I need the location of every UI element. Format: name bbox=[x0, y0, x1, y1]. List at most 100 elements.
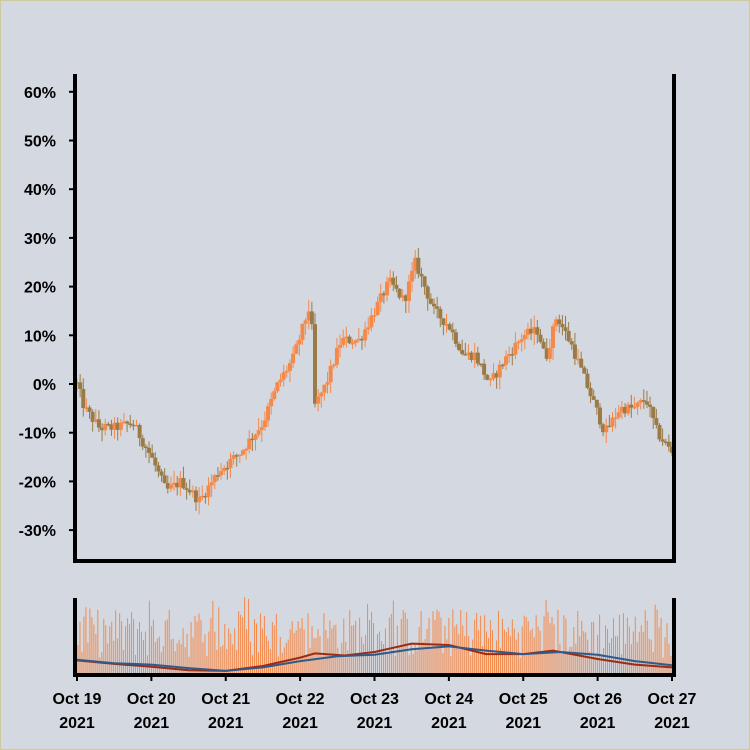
candle-body bbox=[482, 363, 487, 375]
candle-body bbox=[613, 417, 618, 419]
candle-body bbox=[356, 338, 361, 341]
x-tick-label: Oct 23 bbox=[350, 691, 399, 708]
candle-body bbox=[381, 293, 386, 296]
x-tick-year: 2021 bbox=[282, 715, 318, 732]
candle-body bbox=[203, 495, 208, 498]
candle-body bbox=[200, 495, 205, 498]
candle-body bbox=[143, 446, 148, 449]
x-tick-year: 2021 bbox=[654, 715, 690, 732]
candle-body bbox=[93, 419, 98, 422]
candle-body bbox=[397, 288, 402, 298]
candle-body bbox=[638, 400, 643, 403]
y-tick-label: -30% bbox=[19, 523, 56, 540]
candle-body bbox=[623, 406, 628, 414]
candle-body bbox=[266, 406, 271, 421]
x-tick-label: Oct 26 bbox=[573, 691, 622, 708]
candle-body bbox=[291, 353, 296, 364]
candle-body bbox=[507, 354, 512, 357]
candle-body bbox=[651, 406, 656, 419]
candle-body bbox=[115, 422, 120, 430]
x-tick-year: 2021 bbox=[580, 715, 616, 732]
candle-body bbox=[378, 293, 383, 302]
candle-body bbox=[529, 328, 534, 334]
volume-bars-layer bbox=[77, 597, 672, 673]
y-tick-label: 50% bbox=[24, 134, 56, 151]
candle-body bbox=[234, 455, 239, 457]
candle-body bbox=[140, 438, 145, 447]
candle-body bbox=[478, 363, 483, 366]
candle-body bbox=[194, 490, 198, 503]
y-tick-label: 20% bbox=[24, 280, 56, 297]
candle-body bbox=[447, 324, 452, 330]
candle-body bbox=[572, 344, 577, 359]
candle-body bbox=[168, 484, 173, 489]
candle-body bbox=[400, 295, 405, 298]
candle-body bbox=[466, 352, 471, 355]
candle-body bbox=[472, 352, 477, 360]
candle-body bbox=[432, 303, 436, 307]
y-tick-label: 10% bbox=[24, 328, 56, 345]
y-tick-label: 60% bbox=[24, 85, 56, 102]
candle-body bbox=[394, 284, 399, 289]
candle-body bbox=[294, 344, 299, 354]
candle-body bbox=[341, 338, 346, 345]
candle-body bbox=[475, 352, 480, 364]
y-tick-label: -20% bbox=[19, 474, 56, 491]
x-tick-year: 2021 bbox=[59, 715, 95, 732]
candle-body bbox=[250, 438, 255, 441]
candle-body bbox=[269, 398, 274, 407]
candle-body bbox=[118, 422, 123, 430]
candle-body bbox=[607, 425, 612, 428]
candle-body bbox=[513, 342, 518, 355]
candle-body bbox=[281, 372, 286, 380]
candle-body bbox=[422, 276, 427, 287]
candle-body bbox=[187, 489, 192, 493]
x-tick-year: 2021 bbox=[134, 715, 170, 732]
candle-body bbox=[112, 422, 117, 430]
candle-body bbox=[413, 257, 418, 271]
candle-body bbox=[106, 423, 111, 426]
candle-body bbox=[532, 327, 537, 334]
x-tick-label: Oct 21 bbox=[201, 691, 250, 708]
candle-body bbox=[244, 449, 249, 451]
x-tick-label: Oct 24 bbox=[424, 691, 473, 708]
candle-body bbox=[162, 475, 167, 484]
candle-body bbox=[604, 425, 609, 433]
candle-body bbox=[419, 273, 424, 277]
candle-body bbox=[535, 327, 540, 335]
y-tick-label: 0% bbox=[33, 377, 56, 394]
candle-body bbox=[287, 363, 292, 371]
candle-body bbox=[350, 342, 355, 345]
y-tick-label: 30% bbox=[24, 231, 56, 248]
candle-body bbox=[428, 298, 433, 304]
candle-body bbox=[538, 334, 543, 342]
candle-body bbox=[460, 349, 465, 355]
candles-layer bbox=[75, 248, 674, 515]
candle-body bbox=[134, 425, 139, 427]
candle-body bbox=[303, 320, 308, 324]
candle-body bbox=[256, 430, 261, 435]
candle-body bbox=[541, 341, 546, 349]
candle-body bbox=[610, 417, 615, 427]
candle-body bbox=[554, 319, 559, 327]
candle-body bbox=[557, 319, 562, 324]
candle-body bbox=[547, 348, 552, 359]
x-tick-year: 2021 bbox=[431, 715, 467, 732]
y-tick-label: 40% bbox=[24, 182, 56, 199]
candle-body bbox=[388, 277, 393, 282]
candle-body bbox=[237, 454, 242, 457]
x-tick-label: Oct 20 bbox=[127, 691, 176, 708]
candle-body bbox=[469, 352, 474, 360]
candle-body bbox=[494, 373, 499, 378]
candle-body bbox=[253, 434, 258, 440]
moving-averages-layer bbox=[76, 642, 673, 672]
candle-body bbox=[284, 370, 289, 373]
candle-body bbox=[184, 488, 189, 490]
candle-body bbox=[125, 421, 130, 424]
candle-body bbox=[172, 482, 177, 485]
candle-body bbox=[372, 315, 377, 317]
candle-body bbox=[150, 452, 155, 458]
x-axis-ticks: Oct 19 2021 Oct 20 2021 Oct 21 2021 Oct 22 2021… bbox=[53, 675, 697, 732]
candle-body bbox=[654, 418, 659, 425]
